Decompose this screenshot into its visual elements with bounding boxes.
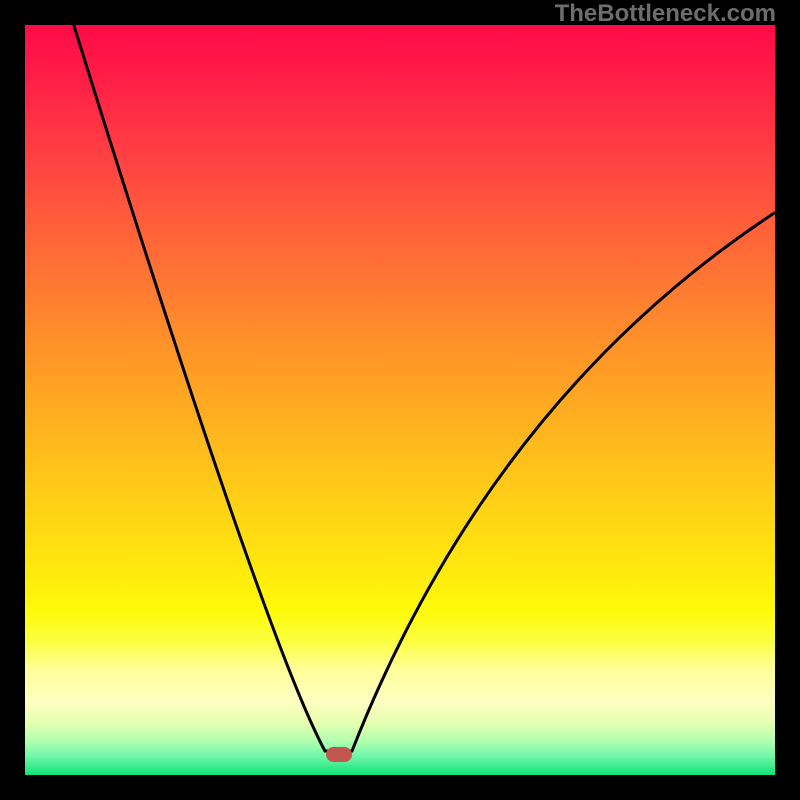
- watermark-text: TheBottleneck.com: [555, 0, 776, 28]
- bottleneck-curve: [25, 25, 775, 775]
- curve-path: [74, 25, 775, 751]
- plot-area: [25, 25, 775, 775]
- optimal-point-marker: [326, 747, 352, 762]
